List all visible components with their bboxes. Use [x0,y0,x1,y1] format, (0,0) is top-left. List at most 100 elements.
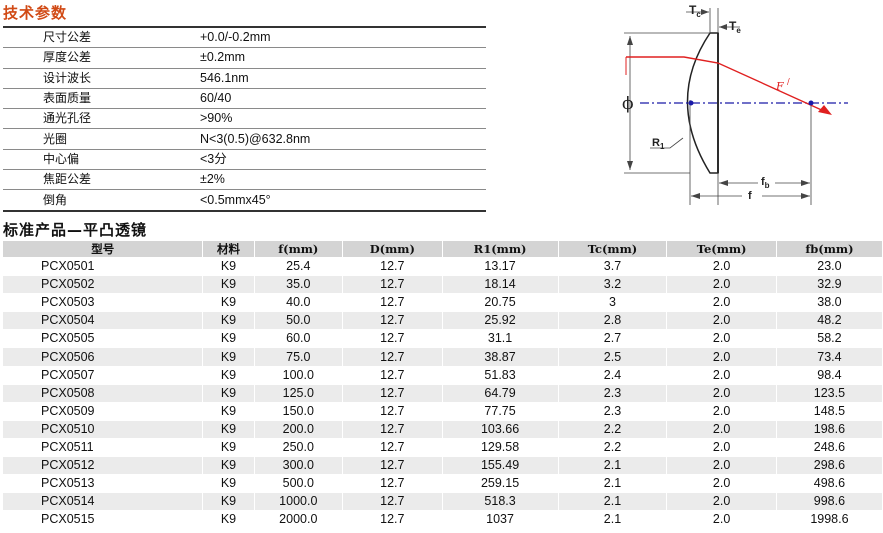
svg-text:R1: R1 [652,137,665,151]
table-cell: 12.7 [380,403,405,418]
table-cell: 2.5 [558,348,667,366]
table-cell: 12.7 [343,312,442,330]
table-row: PCX0503 K9 40.0 12.7 20.75 3 2.0 38.0 [3,294,882,311]
column-header: 型号 [3,241,203,257]
table-cell: 75.0 [254,348,343,366]
column-header: R1(mm) [442,241,558,257]
column-header: D(mm) [343,241,442,257]
table-cell: 2.2 [603,439,622,454]
table-cell: 98.4 [817,367,842,382]
table-cell: 2.1 [603,476,622,491]
table-cell: 2.3 [558,384,667,402]
label-fprime: F [775,80,784,93]
table-cell: 31.1 [487,331,513,346]
table-cell: 2.0 [712,295,731,310]
table-cell: PCX0502 [3,276,203,294]
table-cell: 12.7 [380,367,405,382]
table-cell: 12.7 [343,493,442,511]
table-cell: 129.58 [480,439,520,454]
products-table: 型号 材料 f(mm) D(mm) R1(mm) Tc(mm) Te(mm) fb(mm) P… [2,240,883,529]
table-cell: 12.7 [380,295,405,310]
table-cell: PCX0511 [41,439,94,454]
table-row: PCX0504 K9 50.0 12.7 25.92 2.8 2.0 48.2 [3,312,882,330]
table-cell: K9 [220,367,237,382]
table-cell: K9 [220,512,237,527]
param-row: 设计波长 546.1nm [3,68,486,89]
column-header: f(mm) [254,241,343,257]
table-cell: 38.0 [817,295,842,310]
table-cell: 48.2 [776,312,882,330]
lens-shape [686,32,719,174]
table-cell: 2.7 [603,331,622,346]
light-ray [626,56,827,113]
label-fb: f [761,176,765,188]
table-cell: 3.2 [558,276,667,294]
column-header: fb(mm) [776,241,882,257]
table-cell: PCX0503 [41,295,95,310]
label-tc: T [689,3,697,17]
table-cell: 12.7 [343,348,442,366]
param-row: 尺寸公差 +0.0/-0.2mm [3,26,486,49]
section-title-tech-params: 技术参数 [3,4,68,22]
table-cell: 198.6 [776,420,882,438]
label-te: T [729,19,737,33]
table-cell: PCX0507 [41,367,95,382]
table-row: PCX0515 K9 2000.0 12.7 1037 2.1 2.0 1998.6 [3,511,882,528]
table-cell: 2.0 [712,367,731,382]
table-cell: 2.0 [667,493,776,511]
table-cell: 155.49 [442,457,558,475]
table-cell: 2.0 [712,403,731,418]
param-label: 尺寸公差 [3,26,200,49]
param-row: 光圈 N<3(0.5)@632.8nm [3,128,486,150]
table-cell: 12.7 [343,457,442,475]
table-cell: K9 [220,403,237,418]
table-cell: 2.0 [712,259,731,274]
section-title-products: 标准产品—平凸透镜 [3,221,148,239]
param-value: 546.1nm [200,68,486,89]
table-cell: K9 [220,439,237,454]
table-cell: 51.83 [484,367,516,382]
svg-text:Tc: Tc [689,3,701,19]
table-cell: 77.75 [484,403,516,418]
table-cell: 2.1 [558,493,667,511]
table-row: PCX0508 K9 125.0 12.7 64.79 2.3 2.0 123.5 [3,384,882,402]
table-row: PCX0507 K9 100.0 12.7 51.83 2.4 2.0 98.4 [3,367,882,384]
table-cell: 148.5 [813,403,846,418]
table-cell: 50.0 [254,312,343,330]
table-cell: 73.4 [776,348,882,366]
param-value: N<3(0.5)@632.8nm [200,128,486,150]
table-cell: 38.87 [442,348,558,366]
table-cell: 12.7 [343,276,442,294]
param-value: <3分 [200,149,486,171]
table-cell: 58.2 [817,331,842,346]
column-header: 材料 [203,241,254,257]
param-row: 表面质量 60/40 [3,88,486,110]
table-cell: PCX0515 [41,512,95,527]
svg-text:Te: Te [729,19,741,35]
table-cell: 12.7 [380,512,405,527]
table-cell: 2.0 [667,457,776,475]
table-cell: 150.0 [282,403,314,418]
table-cell: 2.2 [558,420,667,438]
table-cell: PCX0510 [3,420,203,438]
table-cell: 2.0 [667,384,776,402]
table-cell: 12.7 [380,476,405,491]
param-row: 通光孔径 >90% [3,108,486,130]
param-value: +0.0/-0.2mm [200,26,486,49]
table-row: PCX0511 K9 250.0 12.7 129.58 2.2 2.0 248.6 [3,439,882,456]
table-cell: 2.3 [603,403,622,418]
table-cell: K9 [203,348,254,366]
table-cell: 2.8 [558,312,667,330]
table-row: PCX0513 K9 500.0 12.7 259.15 2.1 2.0 498.6 [3,475,882,492]
table-cell: 12.7 [380,259,405,274]
table-cell: K9 [220,476,237,491]
table-cell: K9 [203,384,254,402]
table-cell: K9 [220,259,237,274]
table-cell: 2.0 [712,439,731,454]
table-cell: 2.1 [603,512,622,527]
table-row: PCX0501 K9 25.4 12.7 13.17 3.7 2.0 23.0 [3,258,882,275]
table-cell: 2000.0 [279,512,318,527]
table-cell: 20.75 [484,295,516,310]
param-value: 60/40 [200,88,486,110]
param-row: 倒角 <0.5mmx45° [3,189,486,212]
